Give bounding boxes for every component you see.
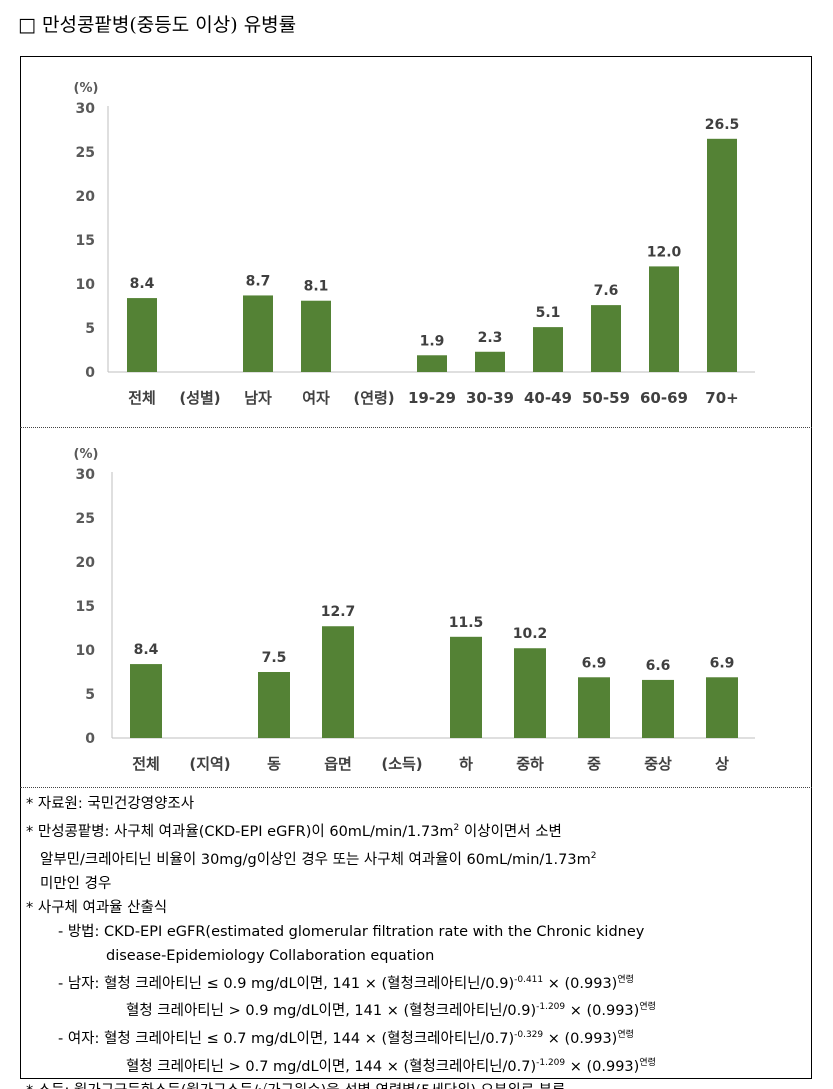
y-tick-label: 15 [76,233,95,249]
x-tick-label: (성별) [179,389,220,407]
y-tick-label: 10 [76,643,96,659]
note-income: * 소득: 월가구균등화소득(월가구소득/√가구원수)을 성별·연령별(5세단위… [26,1079,806,1089]
bar [301,300,331,372]
data-label: 7.6 [594,283,619,299]
data-label: 26.5 [705,117,740,133]
y-tick-label: 30 [76,101,96,117]
bar [475,351,505,372]
note-method: - 방법: CKD-EPI eGFR(estimated glomerular … [58,923,645,940]
data-label: 12.0 [647,244,682,260]
y-tick-label: 15 [76,599,95,615]
x-tick-label: 읍면 [324,755,352,773]
y-tick-label: 0 [85,365,95,381]
data-label: 2.3 [478,330,503,346]
y-tick-label: 0 [85,731,95,747]
bar [322,626,354,738]
bar [258,672,290,738]
bar [514,648,546,738]
data-label: 10.2 [513,626,548,642]
note-method-cont: disease-Epidemiology Collaboration equat… [106,947,435,964]
bar [642,679,674,738]
y-tick-label: 20 [76,555,96,571]
x-tick-label: 중상 [644,755,672,773]
y-tick-label: 25 [76,511,95,527]
note-female-1: - 여자: 혈청 크레아티닌 ≤ 0.7 mg/dL이면, 144 × (혈청크… [58,1030,634,1048]
y-tick-label: 5 [85,321,95,337]
y-tick-label: 10 [76,277,96,293]
x-tick-label: 70+ [705,389,738,407]
x-tick-label: 중하 [516,755,544,773]
bar [591,305,621,372]
x-tick-label: 30-39 [466,389,514,407]
data-label: 1.9 [420,333,445,349]
x-tick-label: (소득) [381,755,422,773]
x-tick-label: 동 [267,755,281,773]
bar [450,636,482,738]
y-tick-label: 30 [76,467,96,483]
data-label: 8.4 [130,276,155,292]
data-label: 11.5 [449,615,484,631]
note-male-2: 혈청 크레아티닌 > 0.9 mg/dL이면, 141 × (혈청크레아티닌/0… [126,1002,656,1020]
note-ckd-definition-cont: 알부민/크레아티닌 비율이 30mg/g이상인 경우 또는 사구체 여과율이 6… [40,850,597,868]
bar [417,355,447,372]
x-tick-label: 전체 [132,755,160,773]
data-label: 5.1 [536,305,561,321]
note-ckd-definition: * 만성콩팥병: 사구체 여과율(CKD-EPI eGFR)이 60mL/min… [26,823,562,840]
x-tick-label: 남자 [244,389,272,407]
bar [707,138,737,372]
x-tick-label: 하 [459,755,473,773]
x-tick-label: 50-59 [582,389,630,407]
x-tick-label: (연령) [353,389,394,407]
x-tick-label: 19-29 [408,389,456,407]
divider [20,427,812,428]
note-female-2: 혈청 크레아티닌 > 0.7 mg/dL이면, 144 × (혈청크레아티닌/0… [126,1058,656,1075]
x-tick-label: 전체 [128,389,156,407]
data-label: 12.7 [321,604,356,620]
x-tick-label: 상 [715,755,729,773]
data-label: 6.9 [582,655,607,671]
divider [20,787,812,788]
x-tick-label: (지역) [189,755,230,773]
note-ckd-definition-end: 미만인 경우 [40,875,112,892]
data-label: 6.6 [646,658,671,674]
note-gfr-title: * 사구체 여과율 산출식 [26,899,168,916]
y-tick-label: 5 [85,687,95,703]
footnotes: * 자료원: 국민건강영양조사 * 만성콩팥병: 사구체 여과율(CKD-EPI… [26,792,806,1089]
data-label: 7.5 [262,650,287,666]
page-title: □ 만성콩팥병(중등도 이상) 유병률 [18,14,297,36]
bar [706,677,738,738]
bar [578,677,610,738]
figure-box [20,56,812,1079]
y-tick-label: 25 [76,145,95,161]
data-label: 8.4 [134,642,159,658]
note-male-1: - 남자: 혈청 크레아티닌 ≤ 0.9 mg/dL이면, 141 × (혈청크… [58,974,634,992]
x-tick-label: 60-69 [640,389,688,407]
y-tick-label: 20 [76,189,96,205]
bar [649,266,679,372]
y-axis-unit: (%) [74,81,99,96]
x-tick-label: 40-49 [524,389,572,407]
data-label: 6.9 [710,655,735,671]
data-label: 8.7 [246,273,271,289]
bar [127,298,157,372]
x-tick-label: 중 [587,755,601,773]
bar [130,664,162,738]
bar [533,327,563,372]
x-tick-label: 여자 [302,389,330,407]
bar [243,295,273,372]
y-axis-unit: (%) [74,447,99,462]
data-label: 8.1 [304,279,329,295]
note-source: * 자료원: 국민건강영양조사 [26,796,195,812]
